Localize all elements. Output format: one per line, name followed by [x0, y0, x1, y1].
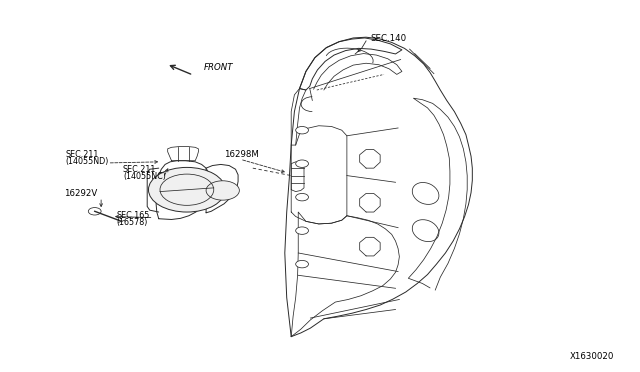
- Circle shape: [88, 208, 101, 215]
- Text: FRONT: FRONT: [204, 63, 233, 72]
- Text: (16578): (16578): [116, 218, 148, 227]
- Text: 16292V: 16292V: [64, 189, 97, 198]
- Text: SEC.211: SEC.211: [123, 165, 156, 174]
- Circle shape: [148, 167, 225, 212]
- Circle shape: [206, 181, 239, 200]
- Text: 16298M: 16298M: [224, 150, 259, 159]
- Circle shape: [296, 126, 308, 134]
- Text: SEC.211: SEC.211: [65, 150, 99, 159]
- Circle shape: [296, 193, 308, 201]
- Text: SEC.140: SEC.140: [370, 34, 406, 43]
- Text: X1630020: X1630020: [570, 352, 614, 361]
- Text: (14055ND): (14055ND): [65, 157, 109, 166]
- Circle shape: [296, 227, 308, 234]
- Text: SEC.165: SEC.165: [116, 211, 150, 220]
- Circle shape: [296, 260, 308, 268]
- Text: (14055NC): (14055NC): [123, 172, 166, 181]
- Circle shape: [296, 160, 308, 167]
